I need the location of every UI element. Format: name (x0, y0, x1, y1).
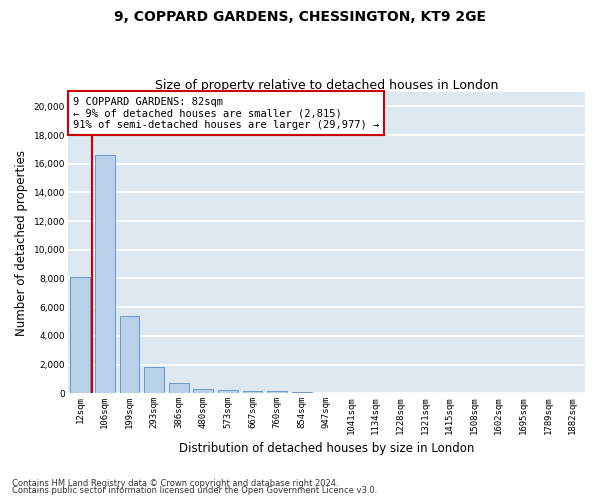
Text: Contains public sector information licensed under the Open Government Licence v3: Contains public sector information licen… (12, 486, 377, 495)
Bar (268, 391, 287, 394)
Y-axis label: Number of detached properties: Number of detached properties (15, 150, 28, 336)
Bar (193, 388, 213, 394)
Title: Size of property relative to detached houses in London: Size of property relative to detached ho… (155, 79, 498, 92)
Text: 9 COPPARD GARDENS: 82sqm
← 9% of detached houses are smaller (2,815)
91% of semi: 9 COPPARD GARDENS: 82sqm ← 9% of detache… (73, 96, 379, 130)
Bar (95, 155, 115, 394)
Bar (144, 366, 164, 394)
Bar (70, 277, 90, 394)
Text: 9, COPPARD GARDENS, CHESSINGTON, KT9 2GE: 9, COPPARD GARDENS, CHESSINGTON, KT9 2GE (114, 10, 486, 24)
Bar (169, 383, 188, 394)
Bar (292, 392, 311, 394)
X-axis label: Distribution of detached houses by size in London: Distribution of detached houses by size … (179, 442, 474, 455)
Text: Contains HM Land Registry data © Crown copyright and database right 2024.: Contains HM Land Registry data © Crown c… (12, 478, 338, 488)
Bar (218, 390, 238, 394)
Bar (242, 391, 262, 394)
Bar (119, 316, 139, 394)
